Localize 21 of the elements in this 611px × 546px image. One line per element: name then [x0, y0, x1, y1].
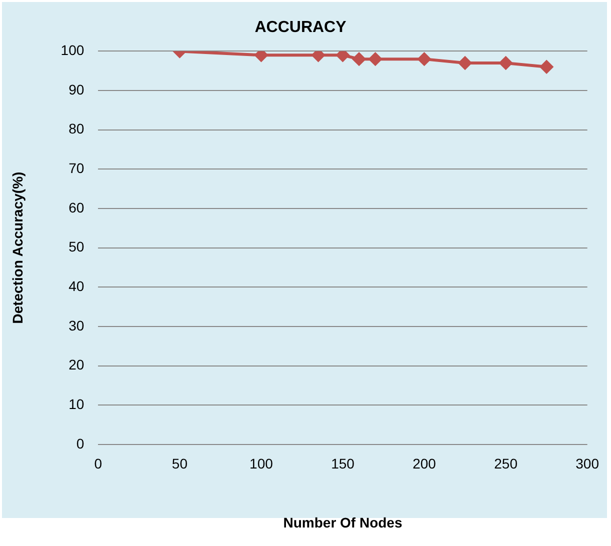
x-axis-title: Number Of Nodes	[283, 514, 402, 530]
x-tick-label: 200	[412, 456, 436, 472]
x-tick-label: 100	[250, 456, 274, 472]
y-axis-title: Detection Accuracy(%)	[9, 172, 26, 324]
chart-title: ACCURACY	[254, 19, 347, 36]
y-tick-label: 60	[68, 199, 84, 216]
y-tick-label: 100	[60, 42, 84, 58]
y-tick-label: 70	[68, 160, 84, 176]
y-tick-label: 40	[68, 278, 84, 294]
y-tick-label: 30	[68, 317, 84, 334]
y-tick-label: 10	[68, 396, 84, 412]
x-tick-label: 50	[172, 456, 188, 472]
y-tick-label: 20	[68, 356, 84, 373]
x-tick-label: 150	[331, 456, 355, 472]
y-tick-label: 50	[68, 238, 84, 255]
y-tick-label: 80	[68, 120, 84, 137]
x-tick-label: 250	[494, 456, 518, 472]
x-tick-label: 0	[94, 456, 102, 472]
x-tick-label: 300	[576, 456, 600, 472]
y-tick-label: 0	[76, 435, 84, 452]
y-tick-label: 90	[68, 81, 84, 98]
